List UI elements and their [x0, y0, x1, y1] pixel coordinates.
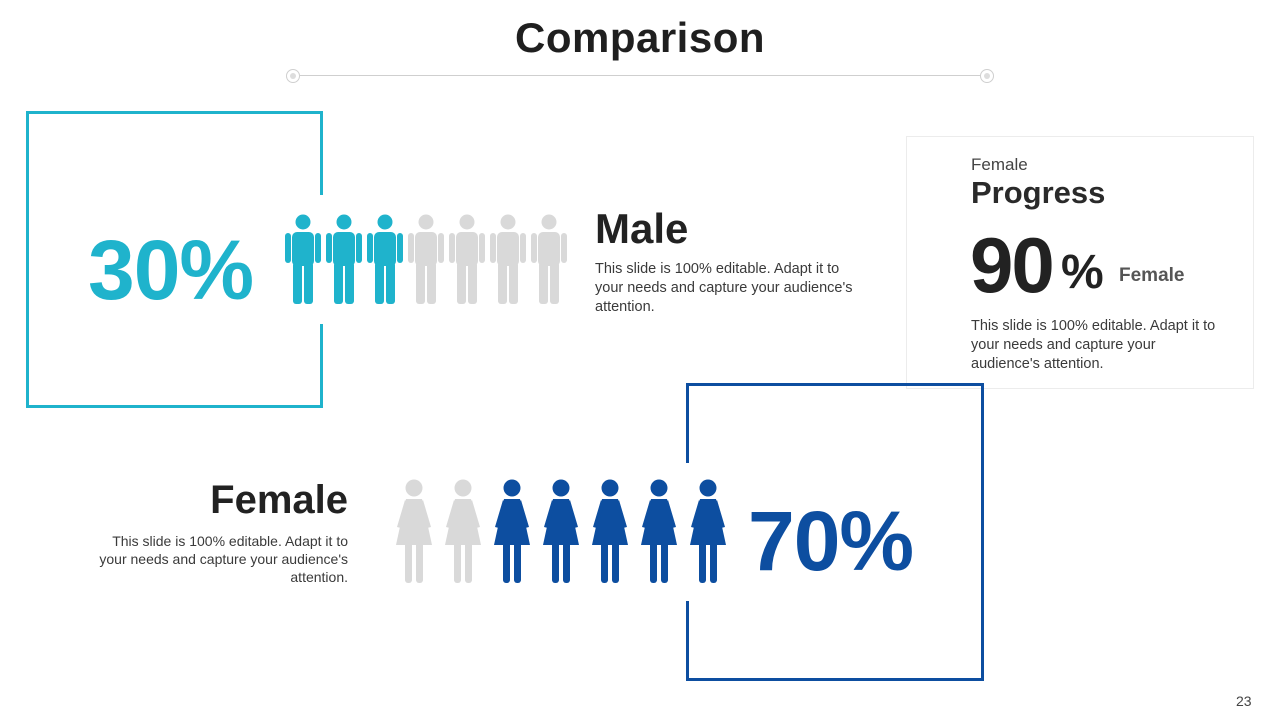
female-heading: Female [210, 478, 348, 522]
male-person-icon-filled [326, 214, 362, 304]
male-heading: Male [595, 205, 689, 252]
female-person-icon-filled [494, 479, 530, 583]
progress-card-label: Female [1119, 265, 1185, 286]
female-description: This slide is 100% editable. Adapt it to… [99, 533, 348, 585]
female-person-icon-filled [543, 479, 579, 583]
male-person-icon-filled [367, 214, 403, 304]
male-icon-row [285, 214, 567, 304]
female-person-icon-empty [396, 479, 432, 583]
male-person-icon-empty [531, 214, 567, 304]
progress-card-title: Progress [971, 175, 1106, 210]
female-person-icon-empty [445, 479, 481, 583]
divider-left-dot [286, 69, 300, 83]
female-person-icon-filled [641, 479, 677, 583]
female-icon-row [392, 479, 730, 583]
page-number: 23 [1236, 693, 1252, 709]
female-frame [686, 383, 984, 681]
male-percent: 30% [88, 223, 254, 317]
male-person-icon-empty [408, 214, 444, 304]
progress-card-description: This slide is 100% editable. Adapt it to… [971, 318, 1216, 372]
female-frame-left-bottom [686, 601, 689, 681]
male-person-icon-filled [285, 214, 321, 304]
slide-title: Comparison [514, 14, 766, 61]
male-frame [26, 111, 323, 408]
title-divider [300, 75, 986, 76]
divider-right-dot [980, 69, 994, 83]
progress-card-value: 90 [970, 221, 1055, 309]
progress-card-unit: % [1061, 246, 1104, 299]
female-person-icon-filled [592, 479, 628, 583]
female-frame-left-top [686, 383, 689, 463]
male-person-icon-empty [490, 214, 526, 304]
progress-card-subtitle: Female [971, 155, 1028, 174]
progress-card [906, 136, 1254, 389]
female-person-icon-filled [690, 479, 726, 583]
male-frame-right-top [320, 111, 323, 195]
male-frame-right-bottom [320, 324, 323, 408]
male-person-icon-empty [449, 214, 485, 304]
female-percent: 70% [748, 494, 914, 588]
male-description: This slide is 100% editable. Adapt it to… [595, 261, 853, 315]
